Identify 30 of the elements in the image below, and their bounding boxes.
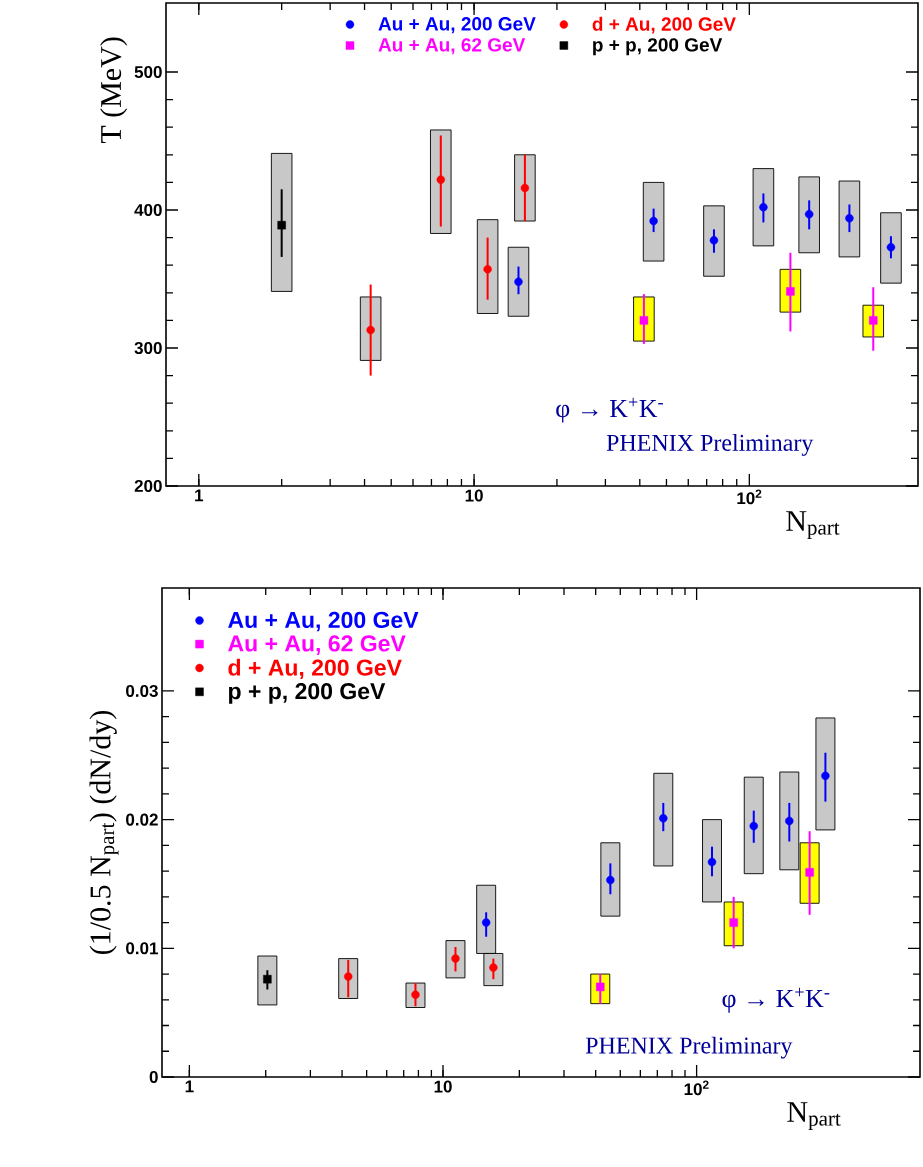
x-tick-label: 10$^{2}$ [684, 1080, 709, 1096]
annotation: φ → K$^{+}$K$^{-}$ [722, 987, 830, 1013]
legend-label: p + p, 200 GeV [229, 683, 386, 704]
y-tick-label: 400 [134, 203, 162, 217]
annotation: PHENIX Preliminary [585, 1036, 793, 1059]
x-tick-label: 10$^{2}$ [737, 489, 762, 505]
y-axis-title: T (MeV) [100, 37, 128, 144]
y-tick-label: 0.01 [126, 942, 158, 955]
y-tick-label: 500 [134, 65, 162, 79]
y-tick-label: 200 [134, 479, 162, 493]
legend-label: p + p, 200 GeV [593, 38, 723, 56]
x-tick-label: 1 [185, 1080, 194, 1093]
x-tick-label: 10 [434, 1080, 452, 1093]
y-tick-label: 0.02 [126, 813, 158, 826]
annotation: φ → K$^{+}$K$^{-}$ [556, 397, 663, 423]
y-axis-title: (1/0.5 N$_{part}$) (dN/dy) [89, 711, 119, 954]
y-tick-label: 300 [134, 341, 162, 355]
legend-label: Au + Au, 200 GeV [228, 611, 419, 632]
legend-label: d + Au, 200 GeV [592, 16, 736, 34]
y-tick-label: 0 [149, 1070, 158, 1084]
legend-label: Au + Au, 62 GeV [228, 635, 406, 655]
x-tick-label: 1 [195, 489, 204, 502]
legend-label: d + Au, 200 GeV [228, 658, 402, 680]
legend-label: Au + Au, 200 GeV [378, 17, 536, 34]
annotation: PHENIX Preliminary [606, 434, 814, 456]
x-axis-title: N$_{part}$ [786, 511, 840, 539]
x-axis-title: N$_{part}$ [787, 1102, 841, 1130]
legend-label: Au + Au, 62 GeV [378, 38, 526, 55]
x-tick-label: 10 [465, 489, 483, 502]
y-tick-label: 0.03 [126, 684, 158, 697]
